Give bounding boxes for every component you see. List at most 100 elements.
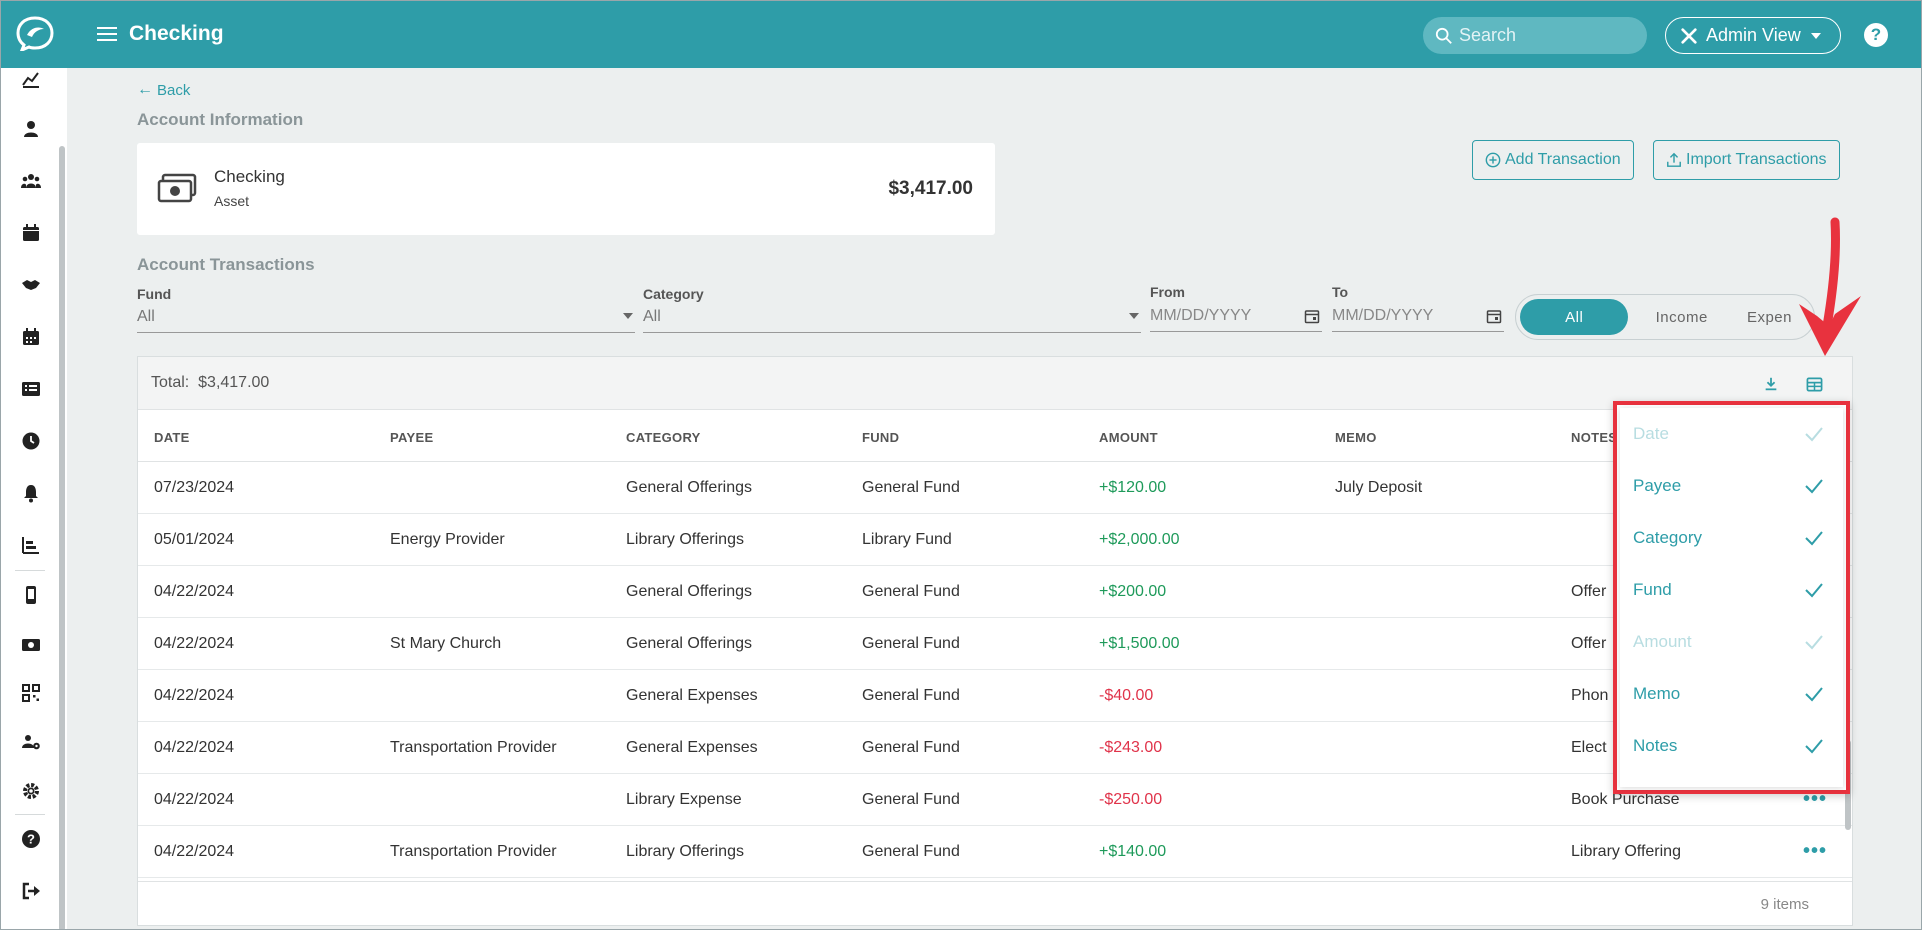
calendar-icon[interactable] [1304,308,1320,324]
column-header-fund[interactable]: FUND [862,430,900,445]
column-option-label: Memo [1633,684,1681,703]
chevron-down-icon [623,313,633,319]
column-option-amount[interactable]: Amount [1620,616,1843,668]
sidebar-scrollbar[interactable] [59,146,65,929]
table-row[interactable]: 04/22/2024 General Offerings General Fun… [138,566,1852,618]
back-label: Back [157,81,191,99]
from-date-input[interactable]: MM/DD/YYYY [1150,300,1322,332]
total-label: Total: [151,374,190,391]
chevron-down-icon [1810,32,1821,39]
add-transaction-button[interactable]: Add Transaction [1472,140,1634,180]
qr-code-icon[interactable] [20,682,42,704]
clock-icon[interactable] [20,430,42,452]
table-row[interactable]: 04/22/2024 Transportation Provider Gener… [138,722,1852,774]
sign-out-icon[interactable] [20,880,42,902]
mobile-icon[interactable] [20,584,42,606]
to-date-input[interactable]: MM/DD/YYYY [1332,300,1504,332]
user-icon[interactable] [20,118,42,140]
transactions-grid: Total: $3,417.00 DATE PAYEE CATEGORY FUN… [137,356,1853,926]
column-header-payee[interactable]: PAYEE [390,430,434,445]
user-group-gear-icon[interactable] [20,731,42,753]
cell-fund: Library Fund [862,531,952,548]
help-button[interactable]: ? [1864,23,1888,47]
back-link[interactable]: ← Back [137,81,190,99]
cell-fund: General Fund [862,739,960,756]
cell-category: General Offerings [626,635,752,652]
table-row[interactable]: 04/22/2024 St Mary Church General Offeri… [138,618,1852,670]
download-icon[interactable] [1760,373,1782,395]
chart-line-icon[interactable] [20,68,42,90]
column-header-category[interactable]: CATEGORY [626,430,701,445]
column-header-notes[interactable]: NOTES [1571,430,1618,445]
fund-filter-label: Fund [137,286,172,302]
calendar-icon[interactable] [20,222,42,244]
account-card: Checking Asset $3,417.00 [137,143,995,235]
cell-notes: Book Purchase [1571,791,1680,808]
column-header-amount[interactable]: AMOUNT [1099,430,1158,445]
calendar-days-icon[interactable] [20,326,42,348]
users-icon[interactable] [20,170,42,192]
cell-fund: General Fund [862,687,960,704]
cell-fund: General Fund [862,583,960,600]
row-actions-icon[interactable]: ••• [1803,840,1828,862]
help-circle-icon[interactable]: ? [20,828,42,850]
cell-date: 04/22/2024 [154,739,235,756]
column-option-label: Fund [1633,580,1672,599]
toggle-income[interactable]: Income [1655,308,1708,326]
table-row[interactable]: 04/22/2024 Library Expense General Fund … [138,774,1852,826]
cell-amount: -$40.00 [1099,687,1154,704]
to-date-placeholder: MM/DD/YYYY [1332,306,1434,324]
cell-date: 05/01/2024 [154,531,235,548]
import-transactions-button[interactable]: Import Transactions [1653,140,1840,180]
column-option-date[interactable]: Date [1620,408,1843,460]
toggle-all[interactable]: All [1520,299,1629,335]
cell-fund: General Fund [862,479,960,496]
column-option-memo[interactable]: Memo [1620,668,1843,720]
column-option-label: Payee [1633,476,1682,495]
search-input[interactable] [1459,25,1639,46]
category-filter-select[interactable]: All [643,301,1141,333]
hamburger-menu-icon[interactable] [95,22,119,46]
table-row[interactable]: 05/01/2024 Energy Provider Library Offer… [138,514,1852,566]
app-logo-icon[interactable] [15,15,55,51]
table-row[interactable]: 07/23/2024 General Offerings General Fun… [138,462,1852,514]
toggle-expense[interactable]: Expen [1746,308,1792,326]
account-balance: $3,417.00 [888,178,973,199]
handshake-icon[interactable] [20,274,42,296]
cell-amount: +$200.00 [1099,583,1167,600]
cell-date: 04/22/2024 [154,791,235,808]
column-option-payee[interactable]: Payee [1620,460,1843,512]
table-row[interactable]: 04/22/2024 General Expenses General Fund… [138,670,1852,722]
column-header-date[interactable]: DATE [154,430,190,445]
money-icon[interactable] [20,634,42,656]
gear-icon[interactable] [20,780,42,802]
cell-fund: General Fund [862,843,960,860]
transaction-type-toggle: All Income Expen [1515,294,1815,340]
cell-category: General Offerings [626,479,752,496]
fund-filter-select[interactable]: All [137,301,635,333]
cell-date: 04/22/2024 [154,635,235,652]
chevron-down-icon [1129,313,1139,319]
column-option-notes[interactable]: Notes [1620,720,1843,772]
column-chooser-icon[interactable] [1803,373,1825,395]
cell-fund: General Fund [862,791,960,808]
grid-toolbar: Total: $3,417.00 [138,357,1852,410]
bell-icon[interactable] [20,482,42,504]
column-header-memo[interactable]: MEMO [1335,430,1377,445]
column-option-category[interactable]: Category [1620,512,1843,564]
bar-chart-icon[interactable] [20,534,42,556]
search-box[interactable] [1423,17,1647,54]
cell-category: General Expenses [626,687,758,704]
cell-payee: Energy Provider [390,531,505,548]
admin-view-button[interactable]: Admin View [1665,17,1841,54]
calendar-icon[interactable] [1486,308,1502,324]
from-date-placeholder: MM/DD/YYYY [1150,306,1252,324]
account-name: Checking [214,167,285,186]
cell-amount: -$243.00 [1099,739,1163,756]
account-type: Asset [214,193,250,209]
column-option-fund[interactable]: Fund [1620,564,1843,616]
sidebar: ? [1,68,67,929]
table-row[interactable]: 04/22/2024 Transportation Provider Libra… [138,826,1852,878]
list-icon[interactable] [20,378,42,400]
